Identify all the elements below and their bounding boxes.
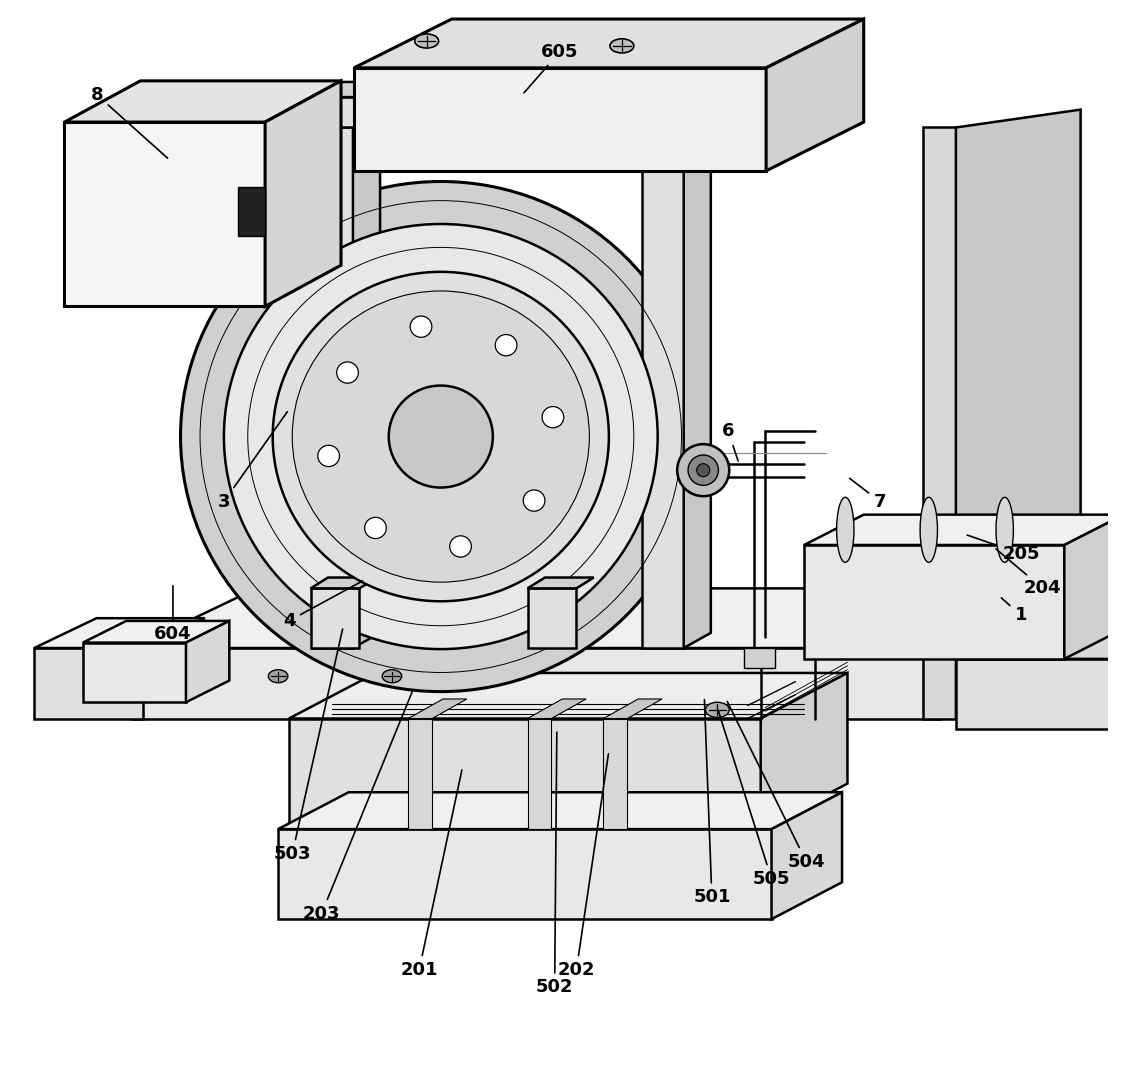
Ellipse shape — [318, 446, 339, 467]
Polygon shape — [923, 128, 956, 718]
Polygon shape — [288, 673, 847, 718]
Ellipse shape — [411, 316, 432, 337]
Ellipse shape — [382, 669, 402, 682]
Text: 3: 3 — [217, 412, 287, 510]
Ellipse shape — [495, 335, 517, 355]
Polygon shape — [804, 514, 1124, 545]
Polygon shape — [642, 128, 684, 649]
Polygon shape — [131, 649, 940, 718]
Polygon shape — [64, 81, 342, 122]
Text: 504: 504 — [727, 702, 824, 871]
Text: 503: 503 — [274, 629, 343, 863]
Polygon shape — [131, 589, 1064, 649]
Polygon shape — [408, 699, 467, 718]
Polygon shape — [1064, 514, 1124, 658]
Text: 205: 205 — [967, 535, 1039, 562]
Text: 202: 202 — [558, 754, 608, 979]
Text: 501: 501 — [693, 700, 731, 907]
Polygon shape — [278, 792, 843, 829]
Ellipse shape — [706, 702, 729, 717]
Polygon shape — [185, 621, 230, 702]
Text: 4: 4 — [283, 581, 362, 630]
Polygon shape — [34, 649, 143, 718]
Polygon shape — [766, 19, 864, 171]
Polygon shape — [956, 658, 1131, 729]
Polygon shape — [940, 589, 1064, 718]
Ellipse shape — [542, 407, 563, 427]
Polygon shape — [684, 112, 710, 649]
Polygon shape — [956, 110, 1080, 718]
Polygon shape — [527, 589, 577, 649]
Ellipse shape — [389, 386, 493, 487]
Polygon shape — [354, 68, 766, 171]
Ellipse shape — [337, 362, 359, 384]
Polygon shape — [804, 545, 1064, 658]
Text: 8: 8 — [90, 86, 167, 158]
Polygon shape — [265, 81, 342, 306]
Polygon shape — [527, 699, 586, 718]
Ellipse shape — [1129, 486, 1131, 546]
Polygon shape — [312, 97, 684, 128]
Polygon shape — [527, 718, 552, 829]
Text: 201: 201 — [400, 770, 461, 979]
Polygon shape — [527, 578, 594, 589]
Polygon shape — [312, 128, 353, 649]
Ellipse shape — [292, 291, 589, 582]
Ellipse shape — [181, 182, 701, 692]
Polygon shape — [761, 673, 847, 829]
Ellipse shape — [450, 536, 472, 557]
Ellipse shape — [996, 497, 1013, 562]
Polygon shape — [83, 643, 185, 702]
Text: 204: 204 — [996, 549, 1061, 597]
Polygon shape — [238, 187, 265, 235]
Polygon shape — [956, 635, 1131, 658]
Polygon shape — [311, 589, 360, 649]
Polygon shape — [408, 718, 432, 829]
Polygon shape — [311, 578, 377, 589]
Ellipse shape — [921, 497, 938, 562]
Ellipse shape — [224, 225, 658, 650]
Ellipse shape — [415, 34, 439, 48]
Polygon shape — [34, 618, 205, 649]
Ellipse shape — [697, 463, 710, 476]
Polygon shape — [744, 649, 775, 667]
Text: 502: 502 — [536, 732, 573, 996]
Text: 203: 203 — [303, 691, 413, 923]
Text: 7: 7 — [849, 479, 887, 510]
Polygon shape — [604, 699, 662, 718]
Polygon shape — [278, 829, 771, 919]
Ellipse shape — [273, 271, 608, 602]
Ellipse shape — [688, 455, 718, 485]
Polygon shape — [288, 718, 761, 829]
Ellipse shape — [837, 497, 854, 562]
Text: 604: 604 — [154, 585, 191, 643]
Polygon shape — [353, 117, 380, 649]
Polygon shape — [83, 621, 230, 643]
Polygon shape — [64, 122, 265, 306]
Polygon shape — [604, 718, 628, 829]
Polygon shape — [771, 792, 843, 919]
Polygon shape — [316, 122, 349, 649]
Ellipse shape — [364, 518, 387, 538]
Text: 1: 1 — [1001, 597, 1027, 625]
Ellipse shape — [677, 444, 729, 496]
Text: 605: 605 — [524, 43, 579, 93]
Ellipse shape — [610, 39, 633, 53]
Text: 6: 6 — [722, 422, 739, 461]
Polygon shape — [354, 19, 864, 68]
Text: 505: 505 — [718, 711, 791, 888]
Ellipse shape — [268, 669, 288, 682]
Polygon shape — [312, 82, 710, 97]
Polygon shape — [684, 82, 710, 128]
Ellipse shape — [524, 489, 545, 511]
